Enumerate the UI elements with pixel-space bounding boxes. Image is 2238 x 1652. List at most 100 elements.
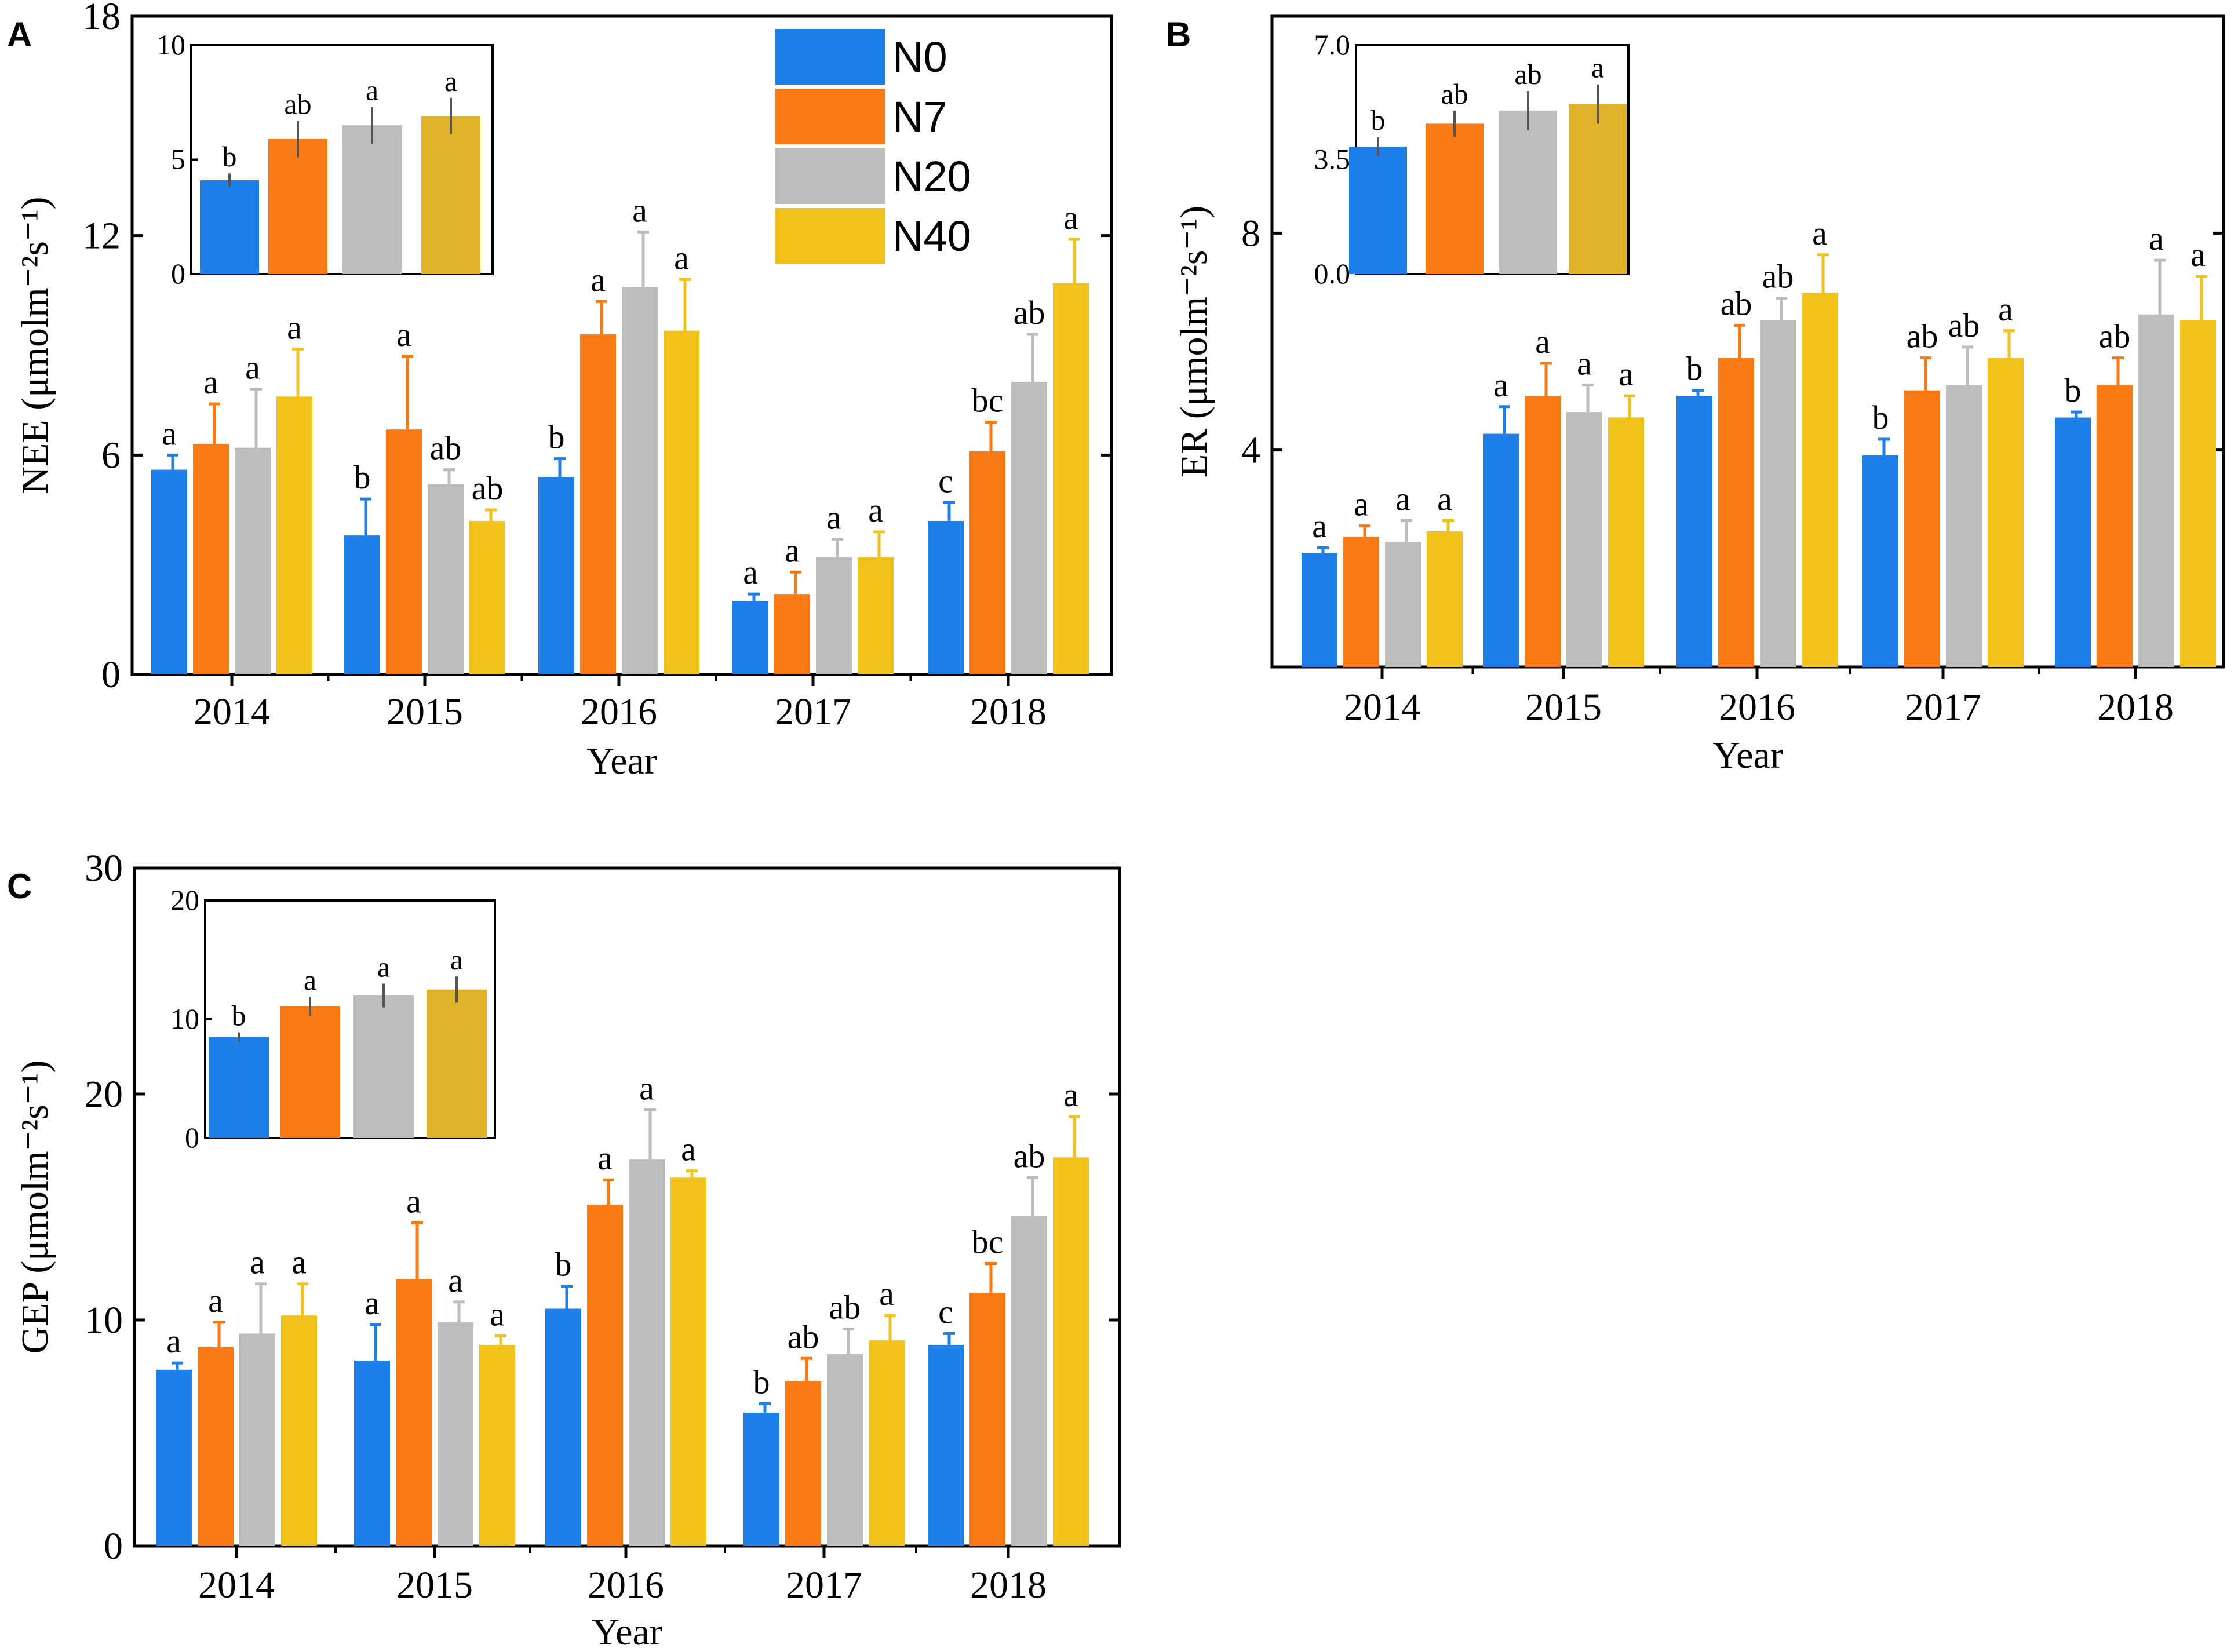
y-axis-title: ER (μmolm⁻²s⁻¹) [1173,206,1215,477]
bar-n20 [1385,542,1421,667]
significance-label: a [162,414,177,452]
significance-label: a [743,553,758,591]
bar-n0 [743,1412,779,1546]
x-tick-label: 2016 [588,1564,664,1606]
inset-y-tick-label: 0 [171,257,185,290]
significance-label: ab [1014,294,1045,331]
significance-label: a [674,239,689,276]
y-tick-label: 10 [85,1299,123,1341]
x-tick-label: 2018 [970,691,1047,733]
bar-n20 [1011,1216,1047,1546]
x-tick-label: 2017 [1905,686,1981,728]
y-axis-title: GEP (μmolm⁻²s⁻¹) [14,1060,56,1354]
inset-bar-n7 [280,1006,340,1138]
inset-bar-n20 [1499,110,1557,274]
significance-label: a [591,261,606,298]
significance-label: b [2065,371,2082,409]
panel-letter: A [7,15,32,54]
bar-n20 [816,557,852,674]
y-tick-label: 20 [85,1073,123,1115]
inset-significance-label: a [1591,52,1604,84]
bar-n0 [928,1344,964,1546]
significance-label: a [1493,366,1508,404]
significance-label: a [826,498,841,536]
significance-label: a [1063,199,1078,236]
x-axis-title: Year [592,1611,662,1652]
inset-significance-label: b [1371,104,1386,136]
inset-bar-n0 [200,180,259,274]
significance-label: ab [430,429,462,467]
significance-label: ab [1014,1137,1045,1175]
inset-y-tick-label: 10 [156,28,185,61]
significance-label: a [879,1275,894,1312]
inset-y-tick-label: 7.0 [1314,28,1351,61]
bar-n40 [479,1344,515,1546]
inset-y-tick-label: 0 [185,1121,199,1154]
significance-label: b [1872,399,1889,436]
legend-label-n40: N40 [892,212,971,260]
inset-bar-n0 [209,1037,269,1138]
panel-c: C 0 10 20 30 GEP (μmolm⁻²s⁻¹) 2014 2015 2016 2017… [7,847,1121,1652]
bar-n7 [193,444,229,674]
y-tick-label: 0 [104,1525,123,1567]
x-tick-label: 2014 [1344,686,1420,728]
significance-label: a [490,1295,505,1333]
significance-label: a [1063,1076,1078,1114]
significance-label: a [1812,214,1827,252]
bar-n40 [1608,417,1644,667]
significance-label: bc [972,382,1004,420]
bar-n20 [239,1333,275,1546]
bar-n20 [235,447,271,674]
legend-label-n0: N0 [892,33,947,81]
significance-label: a [245,349,260,386]
significance-label: ab [2099,318,2131,355]
legend-swatch-n7 [775,89,885,144]
significance-label: ab [829,1289,861,1326]
y-tick-label: 0 [101,654,121,696]
significance-label: a [203,363,218,401]
bar-n0 [156,1369,192,1546]
bar-n20 [2138,314,2174,667]
significance-label: a [681,1130,696,1168]
bar-n40 [869,1340,905,1546]
inset-bar-n40 [427,989,487,1138]
inset-y-tick-label: 0.0 [1314,257,1351,290]
panel-letter: C [7,867,32,906]
y-tick-label: 18 [82,0,121,38]
inset-significance-label: a [304,964,316,996]
x-tick-label: 2016 [581,691,657,733]
inset-significance-label: b [223,140,237,173]
bar-n40 [1053,283,1089,674]
bar-n7 [774,594,810,674]
inset-significance-label: ab [284,87,311,120]
inset-bar-n40 [421,116,480,274]
inset-y-tick-label: 5 [171,143,185,176]
bar-n0 [1862,455,1898,667]
significance-label: a [1998,290,2013,328]
bar-n40 [2180,320,2216,667]
significance-label: a [1535,323,1550,360]
legend-label-n7: N7 [892,93,947,141]
x-tick-label: 2015 [1525,686,1602,728]
x-tick-label: 2014 [198,1564,275,1606]
x-tick-label: 2017 [775,691,851,733]
inset-bar-n7 [268,138,327,274]
panel-b: B 4 8 ER (μmolm⁻²s⁻¹) 2014 2015 2016 2017 2018 Ye… [1166,14,2225,776]
bar-n40 [469,520,505,674]
bar-n0 [2055,417,2091,667]
bar-n7 [580,334,616,674]
bar-n7 [969,1293,1005,1546]
bar-n7 [198,1347,234,1546]
bar-n7 [1718,358,1754,667]
bar-n7 [969,451,1005,674]
y-tick-label: 8 [1241,212,1260,254]
significance-label: c [938,462,953,499]
bar-n0 [545,1308,581,1546]
significance-label: bc [972,1223,1004,1261]
significance-label: a [597,1139,613,1177]
inset-bar-n7 [1426,123,1484,274]
significance-label: ab [472,469,504,507]
inset-significance-label: b [232,1000,246,1032]
significance-label: b [753,1363,770,1401]
bar-n20 [438,1322,473,1546]
